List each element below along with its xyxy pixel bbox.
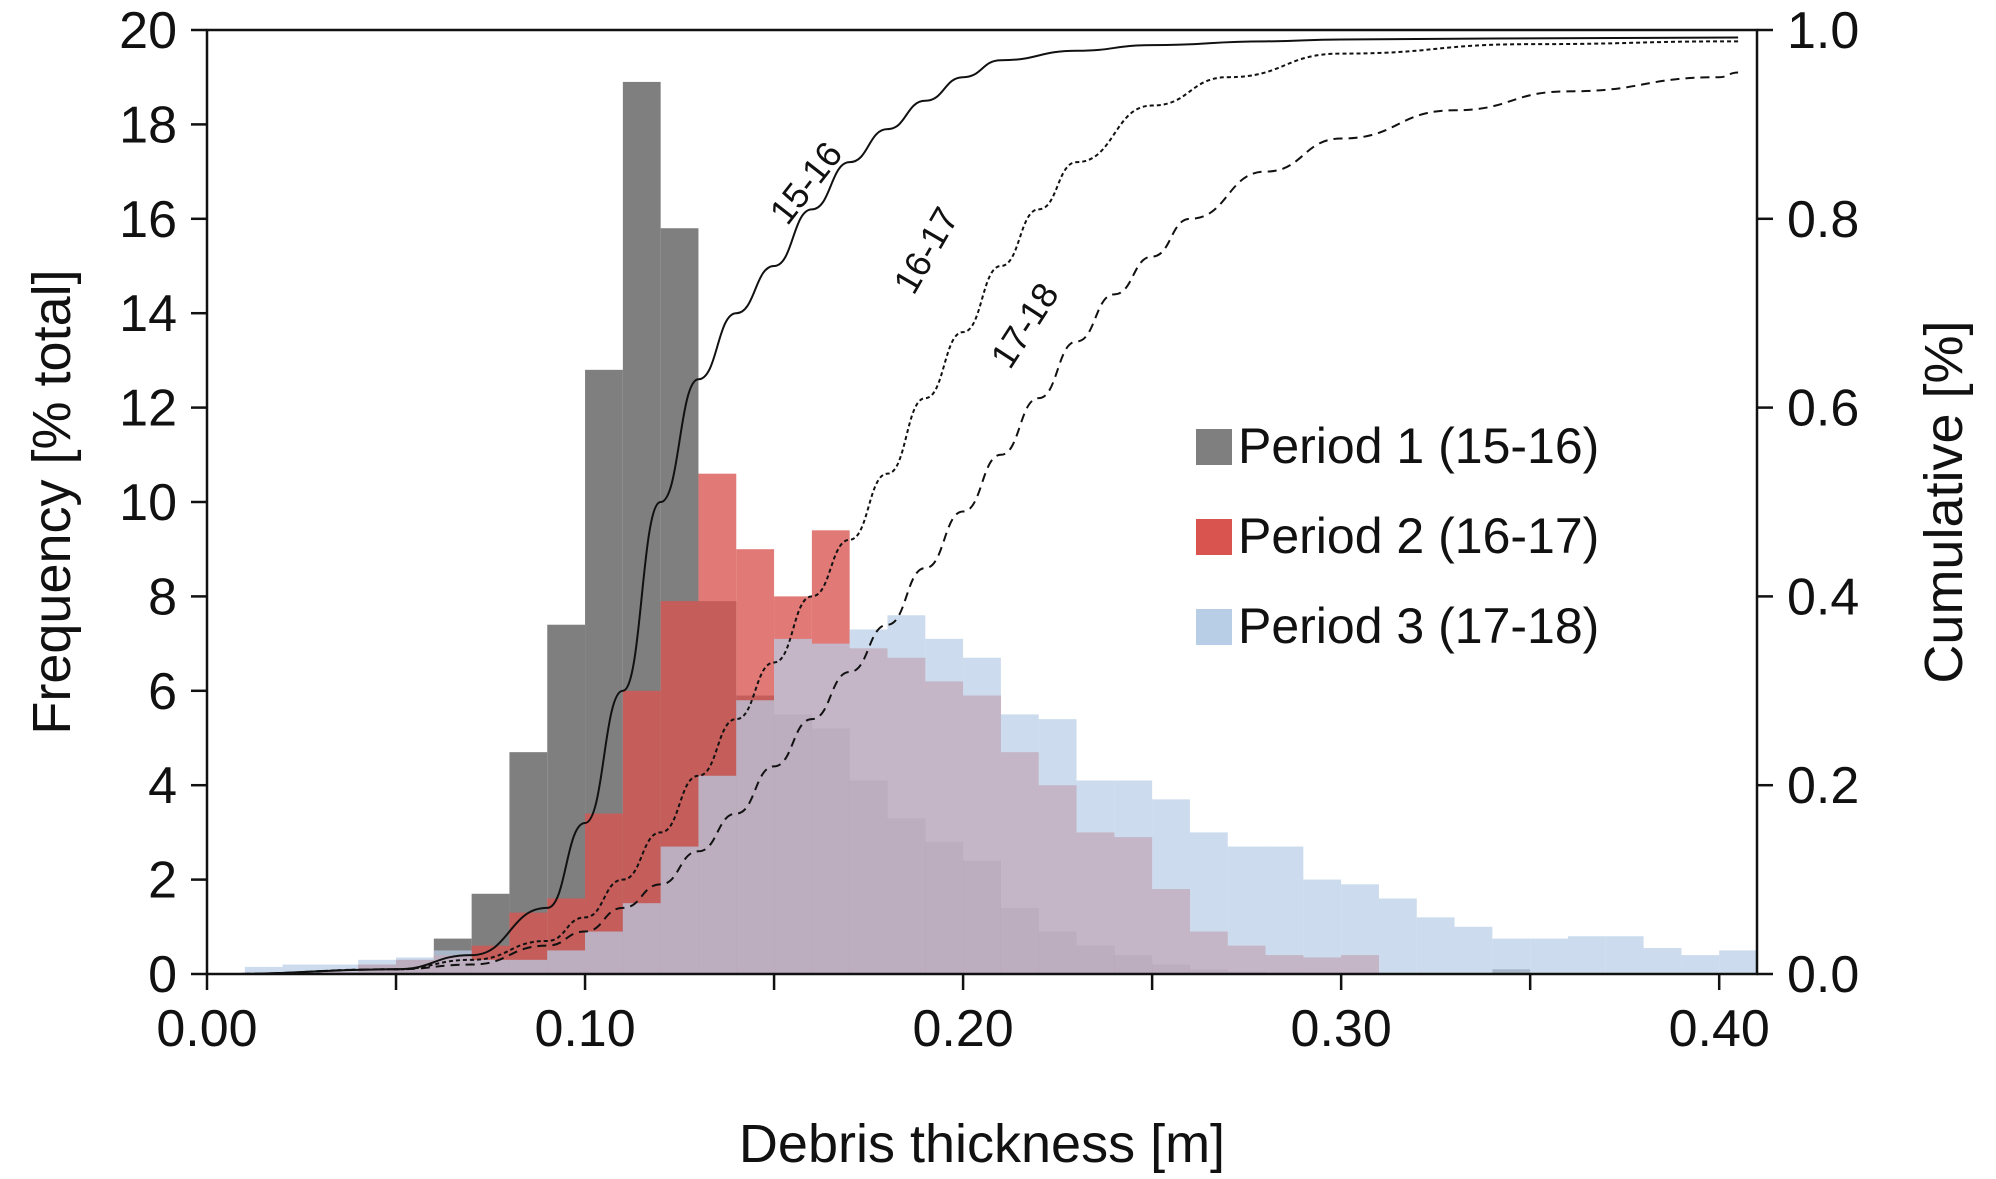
y-tick-label: 14 [119,285,177,343]
legend: Period 1 (15-16) Period 2 (16-17) Period 3… [1196,418,1599,654]
legend-label-period-1: Period 1 (15-16) [1238,418,1599,474]
y2-tick-label: 0.8 [1787,191,1859,249]
y-tick-label: 0 [148,946,177,1004]
bar-series3-bin13 [698,775,737,974]
bar-series3-bin9 [547,950,586,974]
y-tick-label: 6 [148,663,177,721]
cumulative-curve-15-16 [225,36,1739,975]
bar-series3-bin22 [1038,719,1077,974]
bar-series3-bin24 [1114,780,1153,974]
cumulative-curve-17-18 [225,71,1739,975]
bar-series3-bin20 [963,657,1001,974]
bar-series3-bin15 [774,638,812,974]
bar-series3-bin37 [1605,936,1644,974]
bar-series3-bin36 [1567,936,1606,974]
axis-ticks: 0.00 0.10 0.20 0.30 0.40 0 2 4 6 8 10 12 14 16 18 20 0.0… [119,2,1859,1058]
y2-axis-title: Cumulative [%] [1914,320,1974,683]
bar-series3-bin34 [1492,938,1531,974]
bar-series3-bin28 [1265,846,1304,974]
bar-series3-bin19 [925,638,964,974]
bar-series3-bin10 [585,931,623,974]
curve-label-16-17: 16-17 [885,200,967,300]
y2-tick-label: 0.4 [1787,568,1859,626]
x-tick-label: 0.20 [912,1000,1013,1058]
bar-series3-bin8 [509,959,548,974]
bar-series3-bin21 [1000,714,1039,974]
bar-series3-bin4 [358,959,397,974]
bar-series3-bin26 [1189,832,1228,974]
bar-series3-bin1 [244,966,283,974]
bar-series3-bin6 [433,950,472,974]
bar-series3-bin35 [1530,938,1568,974]
bar-series3-bin23 [1076,780,1115,974]
bar-series3-bin27 [1227,846,1266,974]
y-tick-label: 12 [119,380,177,438]
y-tick-label: 8 [148,568,177,626]
bar-series3-bin5 [396,957,434,974]
x-tick-label: 0.30 [1291,1000,1392,1058]
x-tick-label: 0.10 [534,1000,635,1058]
x-tick-label: 0.40 [1669,1000,1770,1058]
y2-tick-label: 0.6 [1787,380,1859,438]
bar-series3-bin7 [471,959,510,974]
y-tick-label: 2 [148,852,177,910]
x-tick-label: 0.00 [156,1000,257,1058]
bar-series3-bin38 [1643,948,1682,974]
bar-series3-bin25 [1152,799,1190,974]
bar-series3-bin18 [887,615,926,974]
legend-label-period-3: Period 3 (17-18) [1238,598,1599,654]
bar-series3-bin33 [1454,926,1493,974]
bar-series3-bin29 [1303,879,1342,974]
histogram-bars [244,81,1757,975]
y-tick-label: 16 [119,191,177,249]
x-axis-title: Debris thickness [m] [739,1114,1225,1174]
y-axis-title: Frequency [% total] [22,269,82,734]
bar-series3-bin2 [282,964,321,974]
y-tick-label: 10 [119,474,177,532]
curve-label-15-16: 15-16 [761,134,850,232]
bar-series3-bin11 [622,903,661,974]
y2-tick-label: 0.2 [1787,757,1859,815]
bar-series3-bin14 [736,700,775,974]
legend-swatch-period-3 [1196,609,1232,645]
curve-label-17-18: 17-18 [982,275,1067,375]
bar-series3-bin39 [1681,955,1720,974]
bar-series3-bin16 [811,643,850,974]
bar-series3-bin12 [660,846,699,974]
bar-series3-bin40 [1719,950,1757,974]
y2-tick-label: 1.0 [1787,2,1859,60]
bar-series3-bin31 [1378,898,1417,974]
legend-swatch-period-2 [1196,519,1232,555]
cumulative-curve-16-17 [225,40,1739,975]
y-tick-label: 20 [119,2,177,60]
y-tick-label: 4 [148,757,177,815]
legend-swatch-period-1 [1196,429,1232,465]
y2-tick-label: 0.0 [1787,946,1859,1004]
bar-series3-bin30 [1341,884,1379,974]
bar-series3-bin32 [1416,917,1455,974]
bar-series3-bin17 [849,629,888,974]
y-tick-label: 18 [119,96,177,154]
legend-label-period-2: Period 2 (16-17) [1238,508,1599,564]
